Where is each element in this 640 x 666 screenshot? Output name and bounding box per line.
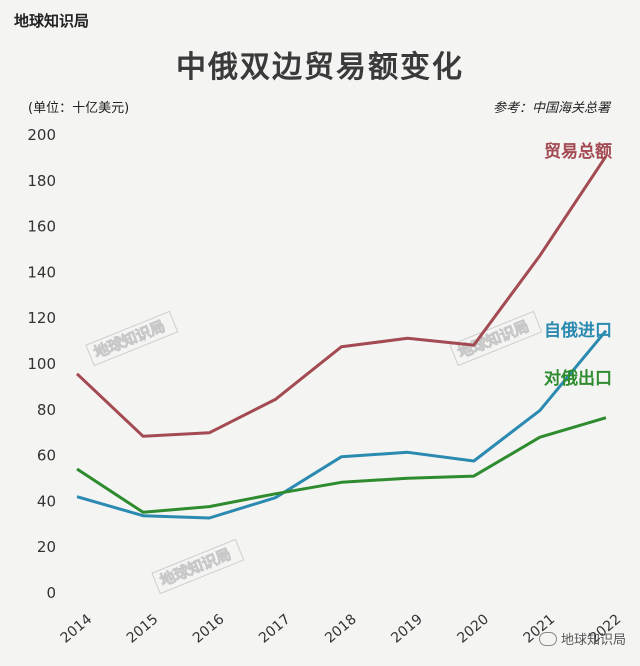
y-tick-label: 120 <box>27 309 56 327</box>
svg-text:地球知识局: 地球知识局 <box>157 545 233 590</box>
x-tick-label: 2018 <box>322 611 360 646</box>
y-tick-label: 40 <box>37 492 56 510</box>
x-tick-label: 2016 <box>190 611 228 646</box>
series-label-2: 自俄进口 <box>544 320 612 341</box>
series-label-1: 贸易总额 <box>544 141 612 162</box>
x-tick-label: 2017 <box>256 611 294 646</box>
unit-label: (单位：十亿美元) <box>28 101 130 116</box>
series-line-2 <box>76 329 608 520</box>
footer-brand-label: 地球知识局 <box>560 633 626 648</box>
x-tick-label: 2020 <box>454 611 492 646</box>
svg-text:地球知识局: 地球知识局 <box>91 317 167 362</box>
y-tick-label: 140 <box>27 263 56 281</box>
watermark-1: 地球知识局 <box>85 310 179 367</box>
y-tick-label: 60 <box>37 447 56 465</box>
y-tick-label: 180 <box>27 172 56 190</box>
chart-title: 中俄双边贸易额变化 <box>176 50 464 85</box>
y-tick-label: 20 <box>37 538 56 556</box>
source-note: 参考：中国海关总署 <box>492 101 610 116</box>
series-label-3: 对俄出口 <box>544 368 612 389</box>
x-tick-label: 2014 <box>58 611 96 646</box>
y-tick-label: 0 <box>46 584 56 602</box>
y-tick-label: 200 <box>27 126 56 144</box>
y-tick-label: 160 <box>27 218 56 236</box>
watermark-3: 地球知识局 <box>151 538 245 595</box>
series-line-3 <box>76 416 607 514</box>
x-tick-label: 2015 <box>124 611 162 646</box>
x-tick-label: 2019 <box>388 611 426 646</box>
wechat-icon <box>538 632 557 646</box>
watermark-2: 地球知识局 <box>449 310 543 367</box>
brand-label: 地球知识局 <box>14 12 90 30</box>
series-line-1 <box>75 155 608 438</box>
footer-brand: 地球知识局 <box>538 629 626 648</box>
y-tick-label: 100 <box>27 355 56 373</box>
y-tick-label: 80 <box>37 401 56 419</box>
svg-text:地球知识局: 地球知识局 <box>455 317 531 362</box>
